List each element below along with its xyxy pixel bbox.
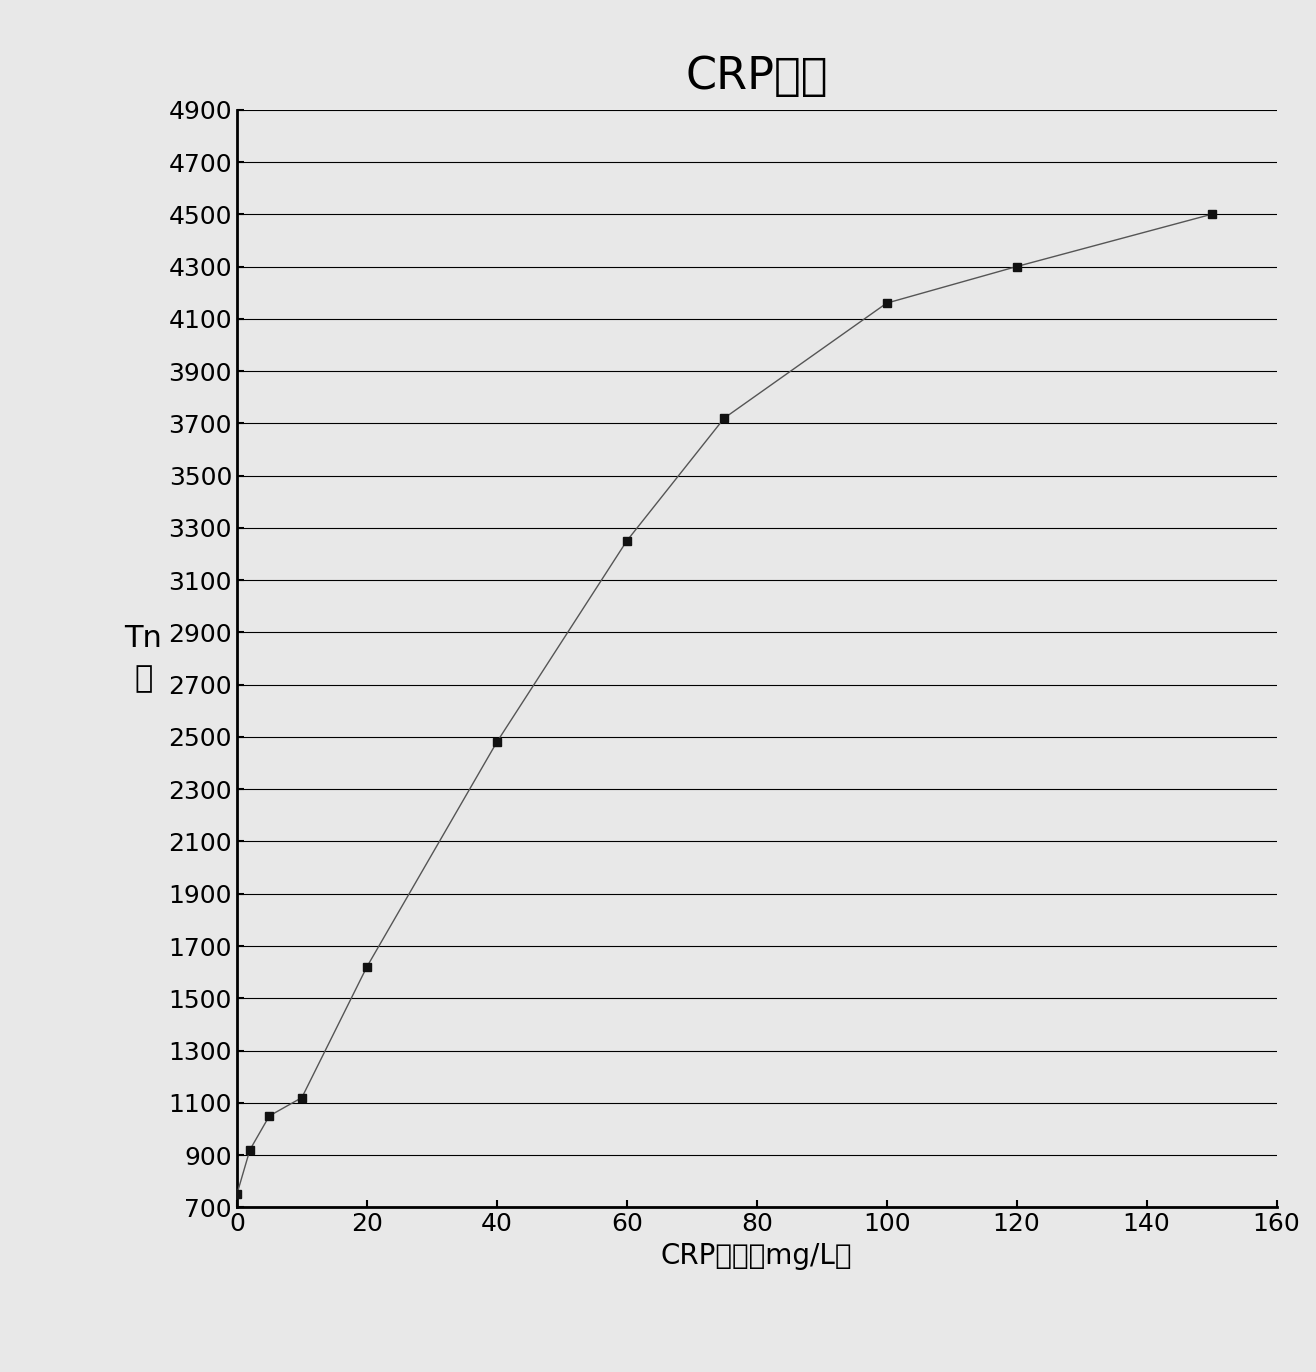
Title: CRP曲线: CRP曲线 [686, 55, 828, 97]
Text: Tn
値: Tn 値 [125, 624, 162, 693]
X-axis label: CRP浓度（mg/L）: CRP浓度（mg/L） [661, 1242, 853, 1269]
